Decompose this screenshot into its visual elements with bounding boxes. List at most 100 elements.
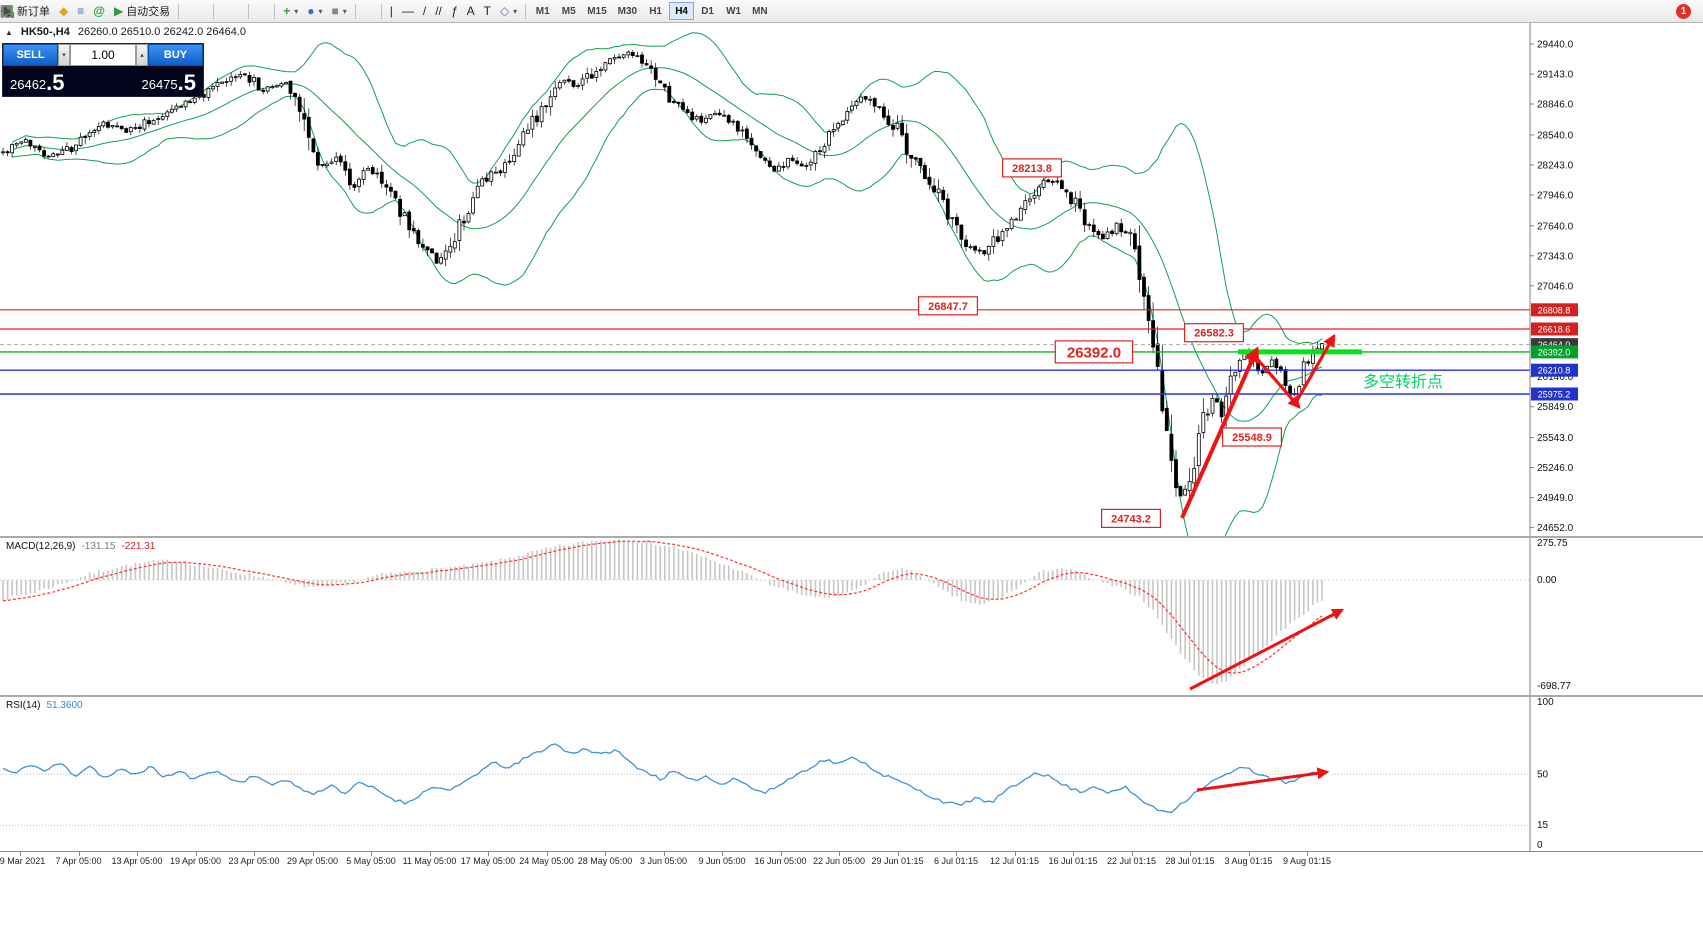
rsi-canvas[interactable]: 100 50 15 0 xyxy=(0,697,1703,851)
timeframe-m30-button[interactable]: M30 xyxy=(613,2,642,20)
timeframe-mn-button[interactable]: MN xyxy=(747,2,773,20)
panel-splitter[interactable] xyxy=(0,695,1703,697)
sell-button[interactable]: SELL xyxy=(3,44,58,66)
trend-arrows[interactable] xyxy=(1180,333,1336,519)
price-annotation-box[interactable] xyxy=(1221,427,1282,447)
collapse-icon[interactable]: ▲ xyxy=(5,27,13,37)
timeframe-h1-button[interactable]: H1 xyxy=(643,2,668,20)
trendline-tool-button[interactable]: / xyxy=(419,1,430,21)
community-button[interactable]: @ xyxy=(89,1,109,21)
candlestick-chart-button[interactable] xyxy=(2,1,200,21)
rsi-line xyxy=(2,743,1323,814)
line-chart-button[interactable] xyxy=(0,1,209,21)
time-axis-label: 13 Apr 05:00 xyxy=(111,856,163,866)
time-axis-tick xyxy=(78,852,80,856)
time-axis-tick xyxy=(312,852,314,856)
macd-canvas[interactable]: 275.75 0.00 -698.77 xyxy=(0,538,1703,695)
price-annotation-box[interactable] xyxy=(1001,158,1062,178)
price-annotation-text: 26582.3 xyxy=(1194,328,1234,340)
chevron-down-icon: ▾ xyxy=(318,6,323,16)
macd-main-value: -131.15 xyxy=(81,541,116,552)
rsi-trend-arrow[interactable] xyxy=(1196,767,1330,792)
cursor-button[interactable] xyxy=(4,1,368,21)
channel-tool-button[interactable]: // xyxy=(431,1,446,21)
time-axis-label: 28 Jul 01:15 xyxy=(1165,856,1215,866)
new-order-label: 新订单 xyxy=(17,6,50,18)
zoom-out-button[interactable] xyxy=(1,1,235,21)
svg-text:27946.0: 27946.0 xyxy=(1537,190,1574,201)
horizontal-line-tool-button[interactable]: — xyxy=(398,1,418,21)
sell-price: 26462.5 xyxy=(10,72,65,94)
time-axis-tick xyxy=(605,852,606,856)
time-axis-label: 3 Jun 05:00 xyxy=(639,856,688,866)
market-watch-button[interactable]: ≡ xyxy=(73,1,88,21)
annotations-layer[interactable]: 28213.8 26847.7 26582.3 26392.0 25548.9 24743… xyxy=(917,158,1443,528)
search-button[interactable] xyxy=(1,1,1665,21)
volume-decrement-button[interactable]: ▾ xyxy=(58,44,70,66)
bollinger-bands xyxy=(11,32,1323,536)
price-tag-text: 26618.6 xyxy=(1538,325,1571,335)
volume-input[interactable] xyxy=(70,44,136,66)
time-axis-tick xyxy=(254,852,255,856)
panel-splitter[interactable] xyxy=(0,536,1703,538)
shapes-tool-button[interactable]: ◇ ▾ xyxy=(496,1,521,21)
one-click-trading-widget: SELL ▾ ▴ BUY 26462.5 26475.5 xyxy=(2,43,204,97)
label-tool-icon: T xyxy=(483,4,491,18)
timeframe-m15-button[interactable]: M15 xyxy=(582,2,611,20)
time-axis-label: 3 Aug 01:15 xyxy=(1224,856,1273,866)
chart-text-annotation[interactable]: 多空转折点 xyxy=(1363,373,1443,391)
price-annotation-box[interactable] xyxy=(1100,508,1161,528)
bar-chart-button[interactable] xyxy=(2,1,191,21)
svg-text:24652.0: 24652.0 xyxy=(1537,523,1574,534)
search-icon xyxy=(1,5,15,18)
time-axis[interactable]: 29 Mar 2021 7 Apr 05:00 13 Apr 05:00 19 Apr… xyxy=(0,851,1703,871)
fibonacci-tool-button[interactable]: ƒ xyxy=(447,1,462,21)
zoom-in-button[interactable] xyxy=(1,1,226,21)
volume-increment-button[interactable]: ▴ xyxy=(136,44,148,66)
text-tool-button[interactable]: A xyxy=(463,1,479,21)
macd-trend-arrow[interactable] xyxy=(1189,608,1345,691)
time-axis-label: 29 Apr 05:00 xyxy=(286,856,339,866)
timeframe-m5-button[interactable]: M5 xyxy=(556,2,581,20)
buy-price-big-digit: .5 xyxy=(177,70,196,96)
profiles-button[interactable]: ● ▾ xyxy=(303,1,326,21)
svg-text:-698.77: -698.77 xyxy=(1537,681,1571,692)
price-annotation-box[interactable] xyxy=(917,296,978,316)
price-annotation-box[interactable] xyxy=(1054,340,1134,364)
time-axis-label: 19 Apr 05:00 xyxy=(169,856,222,866)
price-axis[interactable]: 29440.0 29143.0 28846.0 28540.0 28243.0 27946… xyxy=(1529,23,1578,536)
profiles-icon: ● xyxy=(307,4,315,18)
tile-windows-button[interactable] xyxy=(1,1,244,21)
templates-button[interactable]: ■ ▾ xyxy=(327,1,350,21)
vertical-line-tool-button[interactable]: | xyxy=(386,1,397,21)
community-icon: @ xyxy=(93,4,105,18)
toolbar: 新订单 ◆ ≡ @ ▶ 自动交易 xyxy=(0,0,1703,23)
new-order-button[interactable]: 新订单 xyxy=(0,1,54,21)
toolbar-separator xyxy=(380,3,382,19)
buy-button[interactable]: BUY xyxy=(148,44,203,66)
templates-icon: ■ xyxy=(331,4,339,18)
timeframe-h4-button[interactable]: H4 xyxy=(669,2,695,20)
sort-ascending-button[interactable] xyxy=(1,1,261,21)
fibonacci-icon: ƒ xyxy=(450,4,458,18)
price-annotation-box[interactable] xyxy=(1183,323,1244,343)
time-axis-tick xyxy=(1307,852,1308,856)
time-axis-label: 24 May 05:00 xyxy=(519,856,574,866)
crosshair-button[interactable] xyxy=(1,1,377,21)
price-chart-canvas[interactable]: 28213.8 26847.7 26582.3 26392.0 25548.9 24743… xyxy=(0,23,1703,536)
sort-descending-button[interactable] xyxy=(1,1,270,21)
timeframe-w1-button[interactable]: W1 xyxy=(721,2,746,20)
label-tool-button[interactable]: T xyxy=(480,1,495,21)
metaeditor-button[interactable]: ◆ xyxy=(55,1,72,21)
svg-text:27343.0: 27343.0 xyxy=(1537,251,1574,262)
time-axis-tick xyxy=(1248,852,1250,856)
autotrade-icon: ▶ xyxy=(113,4,124,18)
notification-badge[interactable]: 1 xyxy=(1676,3,1691,19)
price-tag xyxy=(1531,322,1578,336)
price-tag xyxy=(1531,303,1578,317)
autotrade-button[interactable]: ▶ 自动交易 xyxy=(110,1,174,21)
timeframe-d1-button[interactable]: D1 xyxy=(695,2,720,20)
rsi-name: RSI(14) xyxy=(6,700,41,711)
new-chart-button[interactable]: + ▾ xyxy=(279,1,302,21)
timeframe-m1-button[interactable]: M1 xyxy=(530,2,555,20)
